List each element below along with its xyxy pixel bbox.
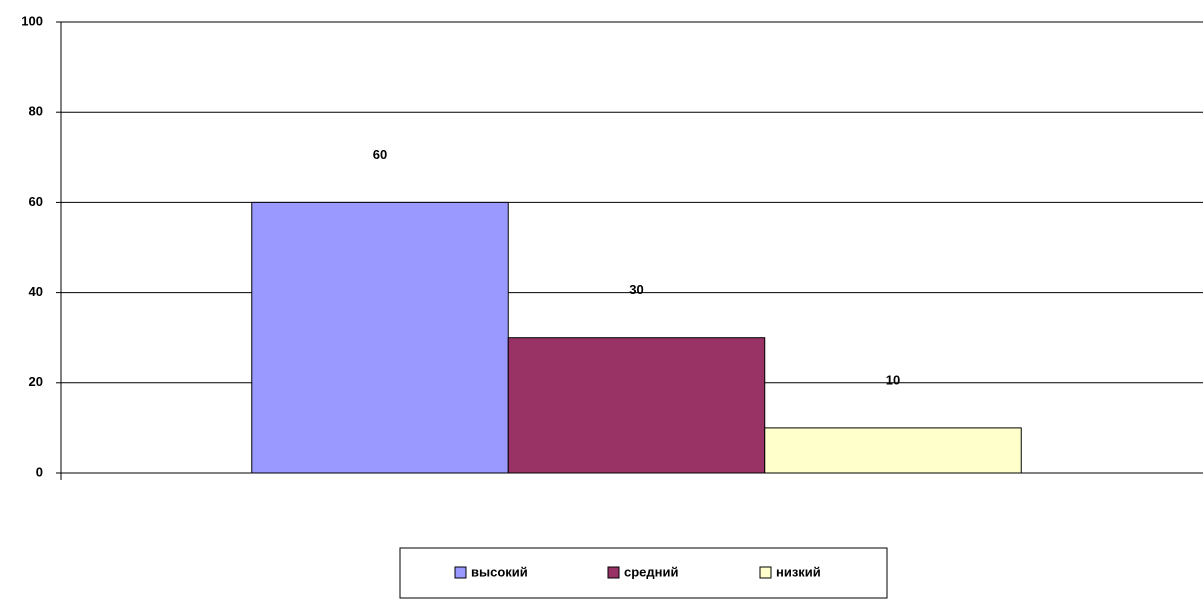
y-tick-label: 40: [29, 284, 43, 299]
y-tick-label: 20: [29, 374, 43, 389]
legend-swatch: [607, 566, 620, 579]
data-label: 60: [373, 147, 387, 162]
legend-label: низкий: [776, 564, 821, 579]
data-label: 30: [629, 282, 643, 297]
y-tick-label: 100: [21, 13, 43, 28]
y-tick-label: 80: [29, 104, 43, 119]
legend-label: высокий: [471, 564, 528, 579]
bar: [764, 427, 1022, 474]
legend-box: [399, 547, 888, 599]
y-tick-label: 60: [29, 194, 43, 209]
legend-label: средний: [624, 564, 679, 579]
legend-swatch: [759, 566, 772, 579]
data-label: 10: [886, 372, 900, 387]
legend-swatch: [454, 566, 467, 579]
bar: [507, 337, 766, 474]
bar: [251, 201, 509, 474]
y-tick-label: 0: [36, 464, 43, 479]
